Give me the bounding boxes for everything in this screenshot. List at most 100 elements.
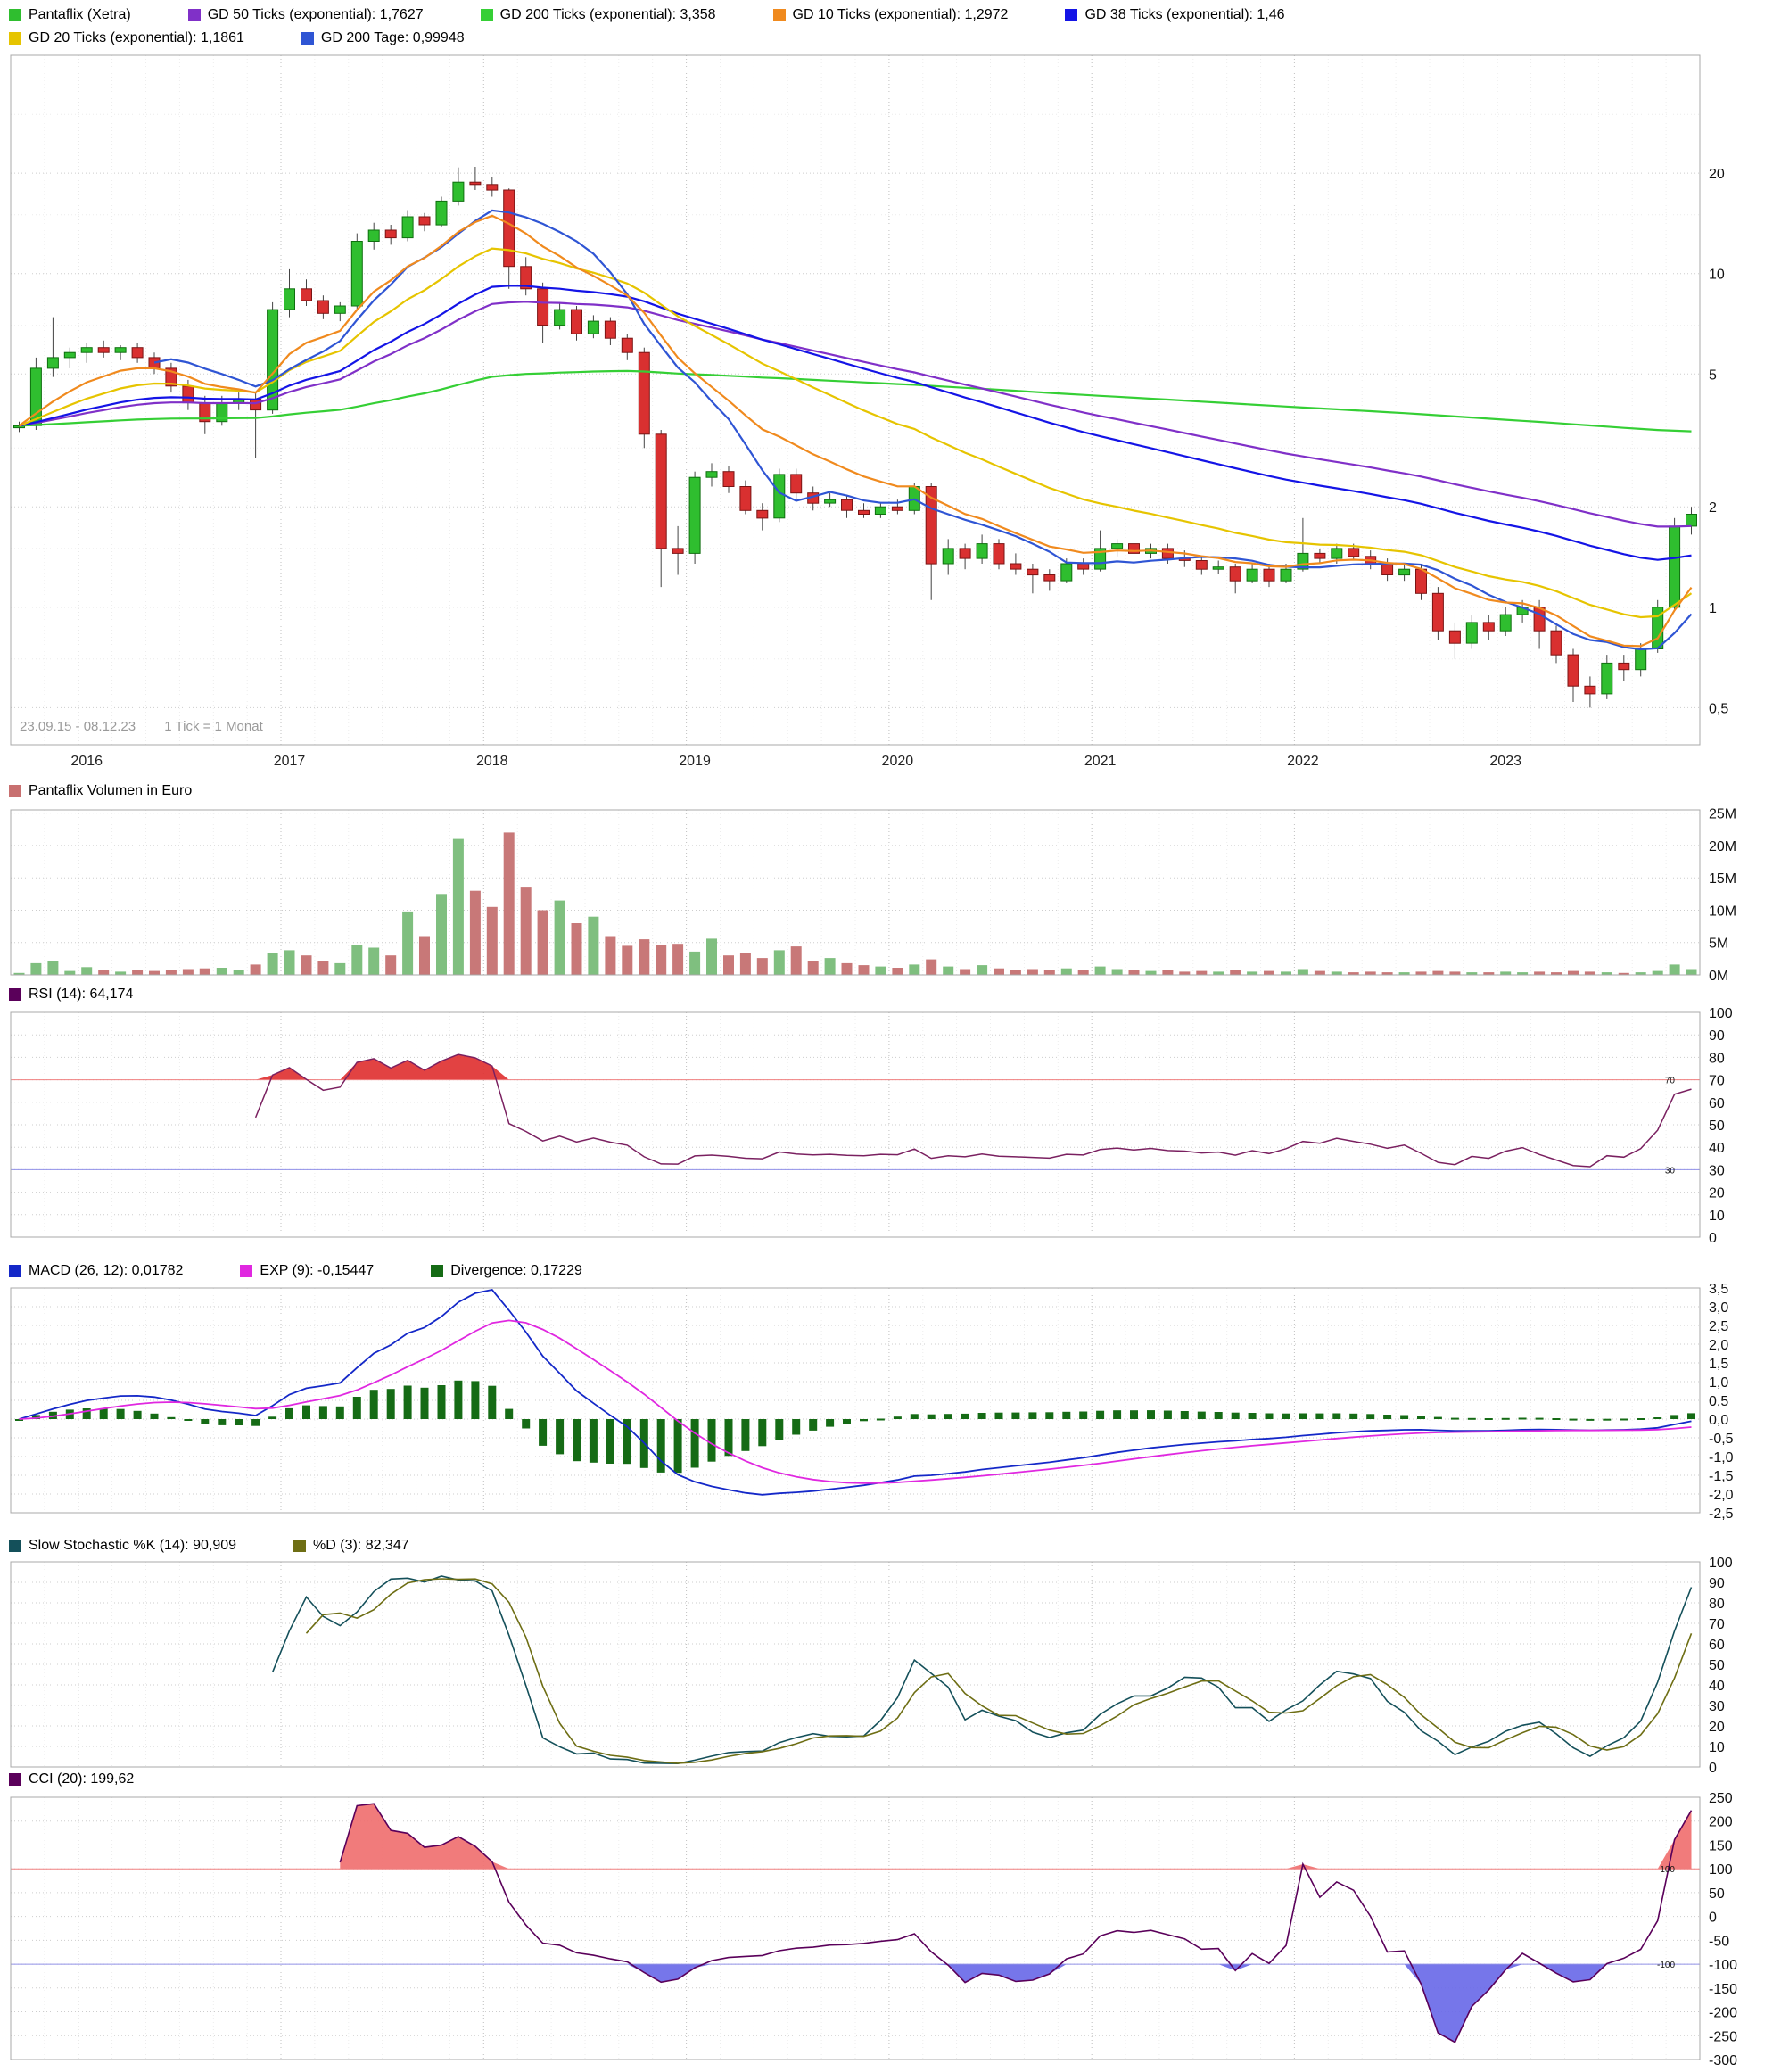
svg-text:2023: 2023 — [1489, 754, 1521, 769]
cci-line — [339, 1803, 1693, 2043]
svg-text:-250: -250 — [1709, 2029, 1737, 2044]
svg-text:2,5: 2,5 — [1709, 1319, 1728, 1334]
stochastic-border — [10, 1561, 1701, 1768]
svg-text:15M: 15M — [1709, 871, 1736, 887]
svg-text:0M: 0M — [1709, 969, 1728, 984]
svg-text:40: 40 — [1709, 1679, 1725, 1694]
legend-item-rsi: RSI (14): 64,174 — [9, 986, 133, 1003]
stochastic-legend: Slow Stochastic %K (14): 90,909 %D (3): … — [9, 1538, 409, 1554]
cci-border — [10, 1796, 1701, 2060]
indicator-legend-row-2: GD 20 Ticks (exponential): 1,1861 GD 200… — [9, 30, 465, 46]
tick-interval-label: 1 Tick = 1 Monat — [164, 719, 263, 734]
stoch-k-label: Slow Stochastic %K (14): 90,909 — [29, 1538, 237, 1553]
svg-text:70: 70 — [1709, 1074, 1725, 1089]
svg-text:-1,0: -1,0 — [1709, 1450, 1734, 1465]
legend-item-cci: CCI (20): 199,62 — [9, 1771, 134, 1787]
stoch-k-swatch-icon — [9, 1540, 21, 1552]
svg-text:2016: 2016 — [70, 754, 103, 769]
rsi-border — [10, 1011, 1701, 1238]
rsi-line — [254, 1053, 1692, 1168]
macd-label: MACD (26, 12): 0,01782 — [29, 1263, 184, 1278]
cci-legend: CCI (20): 199,62 — [9, 1771, 134, 1787]
svg-text:2021: 2021 — [1084, 754, 1117, 769]
svg-text:100: 100 — [1709, 1556, 1733, 1571]
rsi-label: RSI (14): 64,174 — [29, 986, 134, 1002]
svg-text:-2,5: -2,5 — [1709, 1507, 1734, 1522]
indicator-legend-row-1: Pantaflix (Xetra) GD 50 Ticks (exponenti… — [9, 7, 1285, 23]
macd-divergence-label: Divergence: 0,17229 — [450, 1263, 582, 1278]
svg-text:5M: 5M — [1709, 937, 1728, 952]
volume-bars — [13, 832, 1697, 975]
volume-grid — [10, 810, 1701, 976]
svg-text:20M: 20M — [1709, 839, 1736, 854]
svg-text:0: 0 — [1709, 1911, 1717, 1926]
legend-item-stoch-d: %D (3): 82,347 — [293, 1538, 409, 1554]
gd200-tage-label: GD 200 Tage: 0,99948 — [320, 30, 465, 45]
gd200-ticks-swatch-icon — [480, 9, 493, 21]
svg-text:2018: 2018 — [476, 754, 508, 769]
svg-text:70: 70 — [1665, 1077, 1676, 1086]
svg-text:1: 1 — [1709, 601, 1717, 616]
gd10-label: GD 10 Ticks (exponential): 1,2972 — [792, 7, 1009, 22]
gd20-swatch-icon — [9, 32, 21, 45]
svg-text:25M: 25M — [1709, 807, 1736, 822]
candlesticks — [13, 167, 1697, 708]
cci-swatch-icon — [9, 1773, 21, 1786]
legend-item-pantaflix: Pantaflix (Xetra) — [9, 7, 131, 23]
svg-text:0,5: 0,5 — [1709, 701, 1728, 716]
macd-signal-line — [19, 1319, 1692, 1484]
macd-legend: MACD (26, 12): 0,01782 EXP (9): -0,15447… — [9, 1263, 582, 1279]
macd-grid — [10, 1287, 1701, 1514]
date-range-label: 23.09.15 - 08.12.23 — [20, 719, 136, 734]
macd-divergence-swatch-icon — [431, 1265, 444, 1277]
svg-text:2022: 2022 — [1287, 754, 1319, 769]
legend-item-stoch-k: Slow Stochastic %K (14): 90,909 — [9, 1538, 236, 1554]
svg-text:10M: 10M — [1709, 904, 1736, 919]
svg-text:2,0: 2,0 — [1709, 1338, 1728, 1353]
svg-text:10: 10 — [1709, 1740, 1725, 1755]
chart-footnote: 23.09.15 - 08.12.23 1 Tick = 1 Monat — [20, 719, 288, 734]
svg-text:30: 30 — [1709, 1699, 1725, 1714]
rsi-legend: RSI (14): 64,174 — [9, 986, 133, 1003]
svg-text:20: 20 — [1709, 1720, 1725, 1735]
svg-text:20: 20 — [1709, 167, 1725, 182]
macd-histogram — [15, 1380, 1695, 1474]
volume-swatch-icon — [9, 785, 21, 797]
svg-text:-100: -100 — [1709, 1958, 1737, 1973]
legend-item-macd: MACD (26, 12): 0,01782 — [9, 1263, 183, 1279]
pantaflix-series-swatch-icon — [9, 9, 21, 21]
cci-label: CCI (20): 199,62 — [29, 1771, 135, 1787]
svg-text:-200: -200 — [1709, 2006, 1737, 2021]
svg-text:30: 30 — [1665, 1166, 1676, 1176]
svg-text:50: 50 — [1709, 1119, 1725, 1134]
svg-text:250: 250 — [1709, 1791, 1733, 1806]
svg-text:100: 100 — [1660, 1865, 1675, 1875]
rsi-swatch-icon — [9, 988, 21, 1001]
svg-text:150: 150 — [1709, 1838, 1733, 1853]
gd50-swatch-icon — [187, 9, 201, 21]
gd200-tage-swatch-icon — [301, 32, 314, 45]
svg-text:90: 90 — [1709, 1576, 1725, 1591]
svg-text:100: 100 — [1709, 1862, 1733, 1878]
svg-text:2020: 2020 — [882, 754, 914, 769]
legend-item-gd38: GD 38 Ticks (exponential): 1,46 — [1065, 7, 1285, 23]
svg-text:70: 70 — [1709, 1617, 1725, 1632]
legend-item-gd20: GD 20 Ticks (exponential): 1,1861 — [9, 30, 244, 46]
svg-text:2019: 2019 — [679, 754, 711, 769]
stoch-d-label: %D (3): 82,347 — [313, 1538, 409, 1553]
legend-item-gd50: GD 50 Ticks (exponential): 1,7627 — [187, 7, 424, 23]
svg-text:10: 10 — [1709, 268, 1725, 283]
stochastic-k-line — [271, 1575, 1693, 1765]
volume-label: Pantaflix Volumen in Euro — [29, 783, 193, 798]
svg-text:30: 30 — [1709, 1163, 1725, 1178]
gd38-swatch-icon — [1065, 9, 1078, 21]
svg-text:3,5: 3,5 — [1709, 1282, 1728, 1297]
macd-swatch-icon — [9, 1265, 21, 1277]
legend-item-macd-exp: EXP (9): -0,15447 — [240, 1263, 374, 1279]
svg-text:60: 60 — [1709, 1096, 1725, 1111]
svg-text:-100: -100 — [1657, 1961, 1675, 1970]
svg-text:1,0: 1,0 — [1709, 1375, 1728, 1391]
svg-text:50: 50 — [1709, 1886, 1725, 1902]
svg-text:10: 10 — [1709, 1209, 1725, 1224]
svg-text:-0,5: -0,5 — [1709, 1432, 1734, 1447]
